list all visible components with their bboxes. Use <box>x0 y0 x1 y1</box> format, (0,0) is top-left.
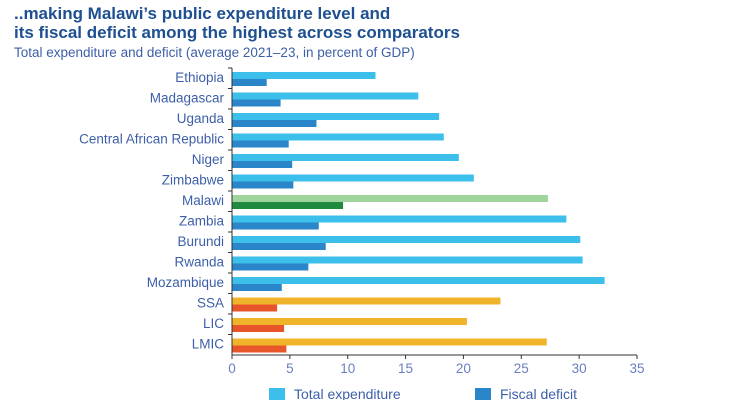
legend-label-total-expenditure: Total expenditure <box>294 386 401 400</box>
title-line-2: its fiscal deficit among the highest acr… <box>14 23 460 42</box>
category-label: Uganda <box>177 111 225 126</box>
bar-total-expenditure <box>232 318 467 325</box>
x-tick-label: 35 <box>629 361 644 376</box>
x-tick-label: 30 <box>572 361 587 376</box>
bar-total-expenditure <box>232 133 444 141</box>
chart-title: ..making Malawi’s public expenditure lev… <box>14 4 460 42</box>
category-label: SSA <box>197 296 224 311</box>
bar-fiscal-deficit <box>232 284 282 291</box>
bar-fiscal-deficit <box>232 263 309 271</box>
category-label: Mozambique <box>147 275 224 290</box>
category-label: Zimbabwe <box>162 173 224 188</box>
bar-fiscal-deficit <box>232 325 285 332</box>
x-tick-label: 0 <box>228 361 236 376</box>
bar-fiscal-deficit <box>232 79 267 86</box>
legend-label-fiscal-deficit: Fiscal deficit <box>500 386 577 400</box>
category-label: LMIC <box>192 337 225 352</box>
bar-fiscal-deficit <box>232 345 287 353</box>
bar-fiscal-deficit <box>232 304 278 312</box>
category-label: Madagascar <box>150 91 225 106</box>
bar-total-expenditure <box>232 92 419 100</box>
bar-fiscal-deficit <box>232 99 281 107</box>
bar-total-expenditure <box>232 236 581 243</box>
category-label: Niger <box>192 152 225 167</box>
x-tick-label: 5 <box>286 361 294 376</box>
bar-fiscal-deficit <box>232 222 319 230</box>
bar-total-expenditure <box>232 154 459 161</box>
category-label: Ethiopia <box>175 70 224 85</box>
category-label: Zambia <box>179 214 225 229</box>
bar-total-expenditure <box>232 215 567 223</box>
bar-total-expenditure <box>232 277 605 284</box>
legend-swatch-total-expenditure <box>269 388 285 400</box>
x-tick-label: 15 <box>398 361 413 376</box>
bar-total-expenditure <box>232 338 547 346</box>
chart-subtitle: Total expenditure and deficit (average 2… <box>14 45 415 60</box>
legend-swatch-fiscal-deficit <box>475 388 491 400</box>
bar-total-expenditure <box>232 195 548 202</box>
bar-fiscal-deficit <box>232 243 326 250</box>
x-tick-label: 20 <box>456 361 471 376</box>
bar-total-expenditure <box>232 174 474 182</box>
category-label: Central African Republic <box>79 132 224 147</box>
bar-total-expenditure <box>232 297 501 305</box>
x-tick-label: 25 <box>514 361 529 376</box>
title-line-1: ..making Malawi’s public expenditure lev… <box>14 4 391 23</box>
category-label: Malawi <box>182 193 224 208</box>
x-tick-label: 10 <box>340 361 355 376</box>
category-label: Rwanda <box>174 255 224 270</box>
bar-fiscal-deficit <box>232 181 294 189</box>
bar-total-expenditure <box>232 72 376 79</box>
bar-fiscal-deficit <box>232 161 293 168</box>
category-label: Burundi <box>177 234 224 249</box>
bar-fiscal-deficit <box>232 140 289 148</box>
bar-total-expenditure <box>232 113 440 120</box>
category-label: LIC <box>203 316 224 331</box>
bar-total-expenditure <box>232 256 583 264</box>
bar-fiscal-deficit <box>232 120 317 127</box>
bar-fiscal-deficit <box>232 202 344 209</box>
